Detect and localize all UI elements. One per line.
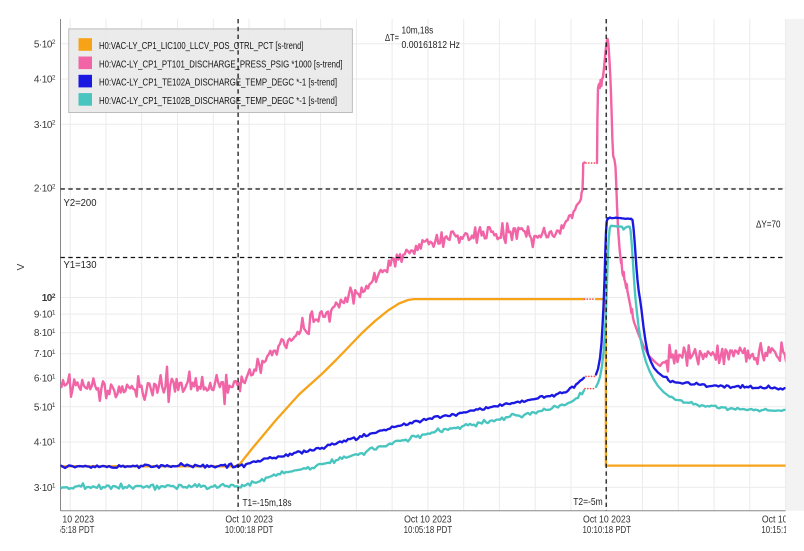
- svg-text:H0:VAC-LY_CP1_LIC100_LLCV_POS_: H0:VAC-LY_CP1_LIC100_LLCV_POS_CTRL_PCT […: [99, 41, 304, 52]
- svg-text:ΔT=: ΔT=: [385, 33, 399, 44]
- svg-text:ΔY=70: ΔY=70: [756, 219, 781, 230]
- svg-text:10m,18s: 10m,18s: [402, 26, 434, 37]
- svg-text:H0:VAC-LY_CP1_TE102B_DISCHARGE: H0:VAC-LY_CP1_TE102B_DISCHARGE_TEMP_DEGC…: [99, 96, 337, 107]
- svg-text:9·101: 9·101: [34, 309, 56, 320]
- svg-text:2·102: 2·102: [34, 184, 56, 195]
- svg-text:Oct 10 2023: Oct 10 2023: [404, 515, 452, 526]
- svg-text:Oct 10 2023: Oct 10 2023: [46, 515, 94, 526]
- svg-text:Y2=200: Y2=200: [64, 198, 97, 209]
- svg-text:Oct 10 2023: Oct 10 2023: [762, 515, 804, 526]
- svg-text:10:15:18 PDT: 10:15:18 PDT: [761, 525, 804, 536]
- svg-text:5·101: 5·101: [34, 402, 56, 413]
- svg-text:H0:VAC-LY_CP1_PT101_DISCHARGE_: H0:VAC-LY_CP1_PT101_DISCHARGE_PRESS_PSIG…: [99, 59, 343, 70]
- svg-text:10:10:18 PDT: 10:10:18 PDT: [583, 525, 632, 536]
- svg-text:8·101: 8·101: [34, 328, 56, 339]
- svg-text:T2=-5m: T2=-5m: [573, 497, 603, 508]
- svg-text:3·101: 3·101: [34, 483, 56, 494]
- svg-text:09:55:18 PDT: 09:55:18 PDT: [46, 525, 95, 536]
- svg-text:4·102: 4·102: [34, 74, 56, 85]
- svg-text:Y1=130: Y1=130: [64, 260, 97, 271]
- svg-text:T1=-15m,18s: T1=-15m,18s: [243, 498, 292, 509]
- svg-text:102: 102: [42, 293, 56, 304]
- svg-text:0.00161812 Hz: 0.00161812 Hz: [402, 40, 461, 51]
- svg-text:H0:VAC-LY_CP1_TE102A_DISCHARGE: H0:VAC-LY_CP1_TE102A_DISCHARGE_TEMP_DEGC…: [99, 78, 337, 89]
- svg-text:7·101: 7·101: [34, 349, 56, 360]
- svg-text:10:00:18 PDT: 10:00:18 PDT: [225, 525, 274, 536]
- svg-text:5·102: 5·102: [34, 39, 56, 50]
- svg-text:Oct 10 2023: Oct 10 2023: [225, 515, 273, 526]
- svg-text:6·101: 6·101: [34, 373, 56, 384]
- svg-text:10:05:18 PDT: 10:05:18 PDT: [404, 525, 453, 536]
- svg-text:Oct 10 2023: Oct 10 2023: [583, 515, 631, 526]
- svg-text:V: V: [16, 263, 27, 270]
- svg-text:4·101: 4·101: [34, 437, 56, 448]
- svg-text:3·102: 3·102: [34, 120, 56, 131]
